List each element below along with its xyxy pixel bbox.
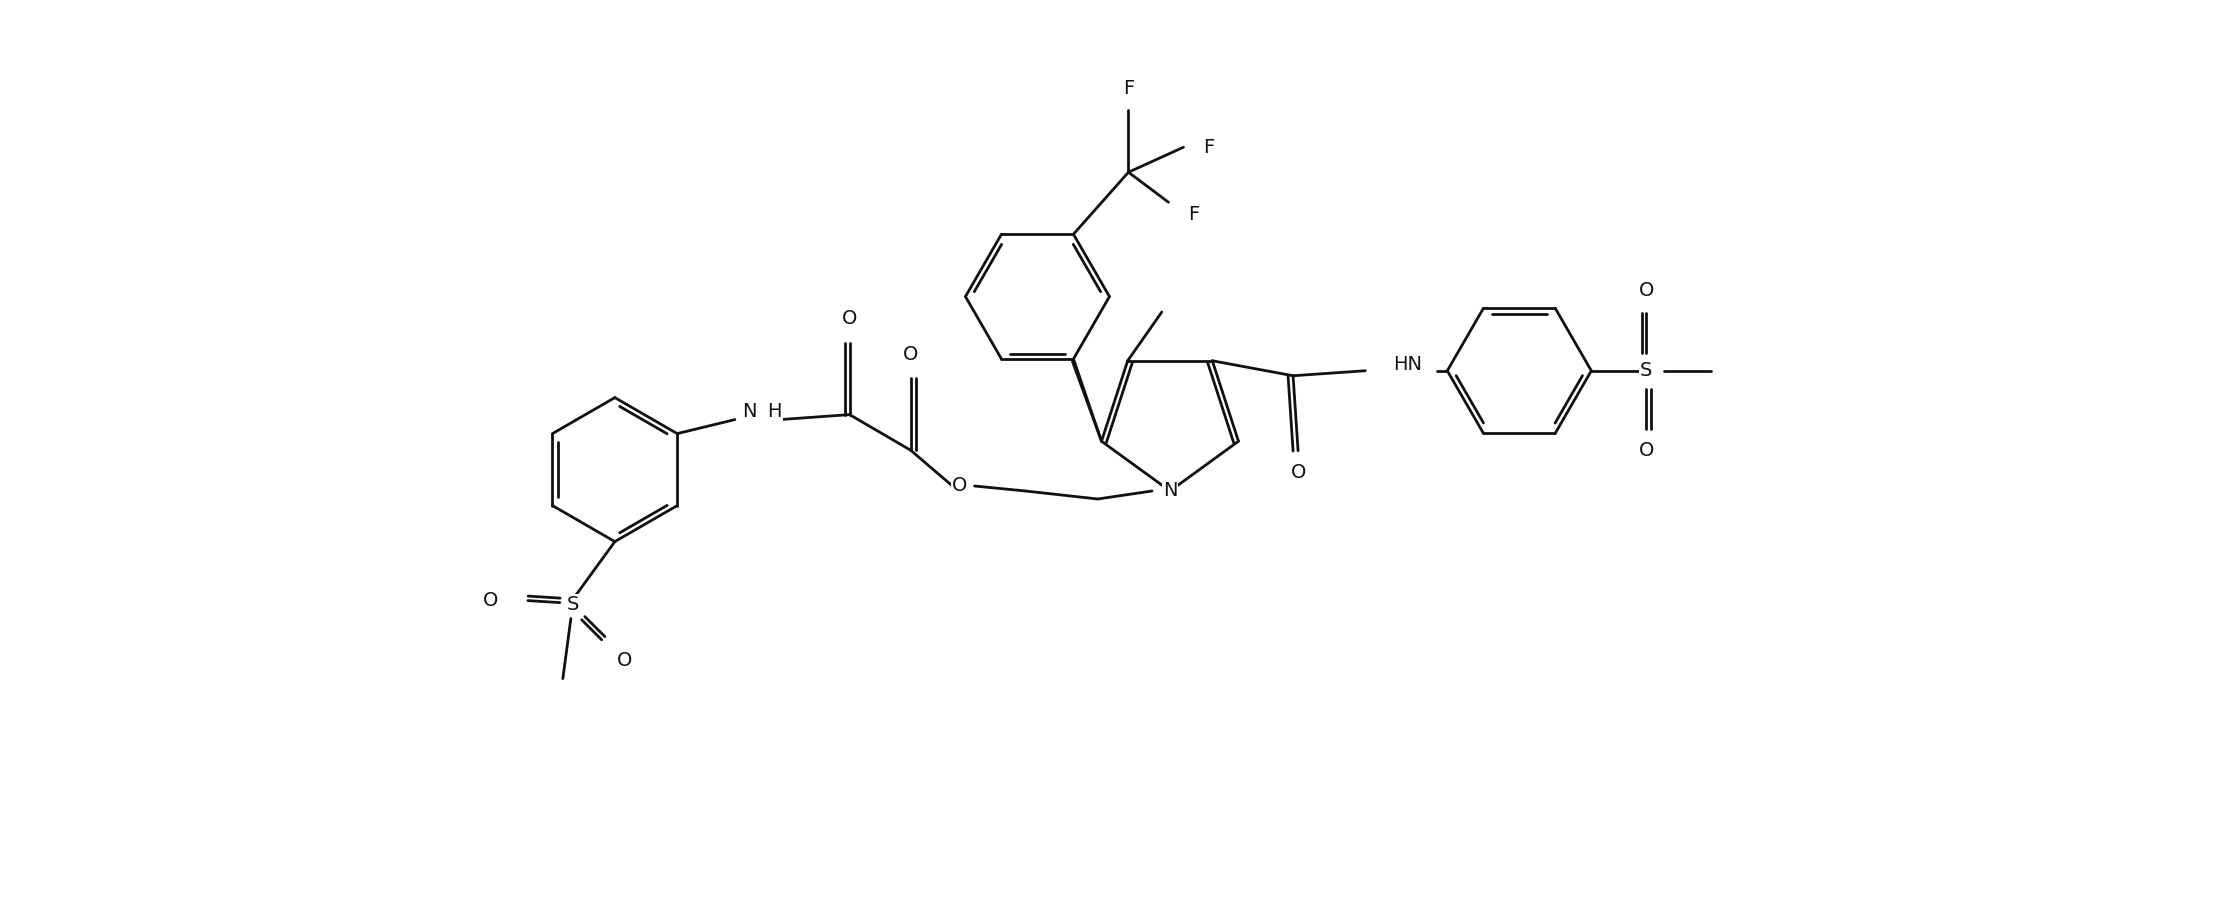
Text: O: O xyxy=(1291,463,1307,482)
Text: O: O xyxy=(617,651,632,670)
Text: S: S xyxy=(568,595,579,614)
Text: O: O xyxy=(953,477,966,495)
Text: F: F xyxy=(1122,79,1133,98)
Text: O: O xyxy=(841,310,857,328)
Text: N: N xyxy=(743,402,757,421)
Text: F: F xyxy=(1189,205,1200,224)
Text: O: O xyxy=(904,345,919,364)
Text: O: O xyxy=(1638,281,1654,300)
Text: O: O xyxy=(1638,442,1654,460)
Text: S: S xyxy=(1641,361,1652,381)
Text: F: F xyxy=(1202,138,1213,157)
Text: HN: HN xyxy=(1393,355,1422,374)
Text: N: N xyxy=(1162,481,1178,501)
Text: O: O xyxy=(483,591,499,610)
Text: H: H xyxy=(768,402,781,421)
